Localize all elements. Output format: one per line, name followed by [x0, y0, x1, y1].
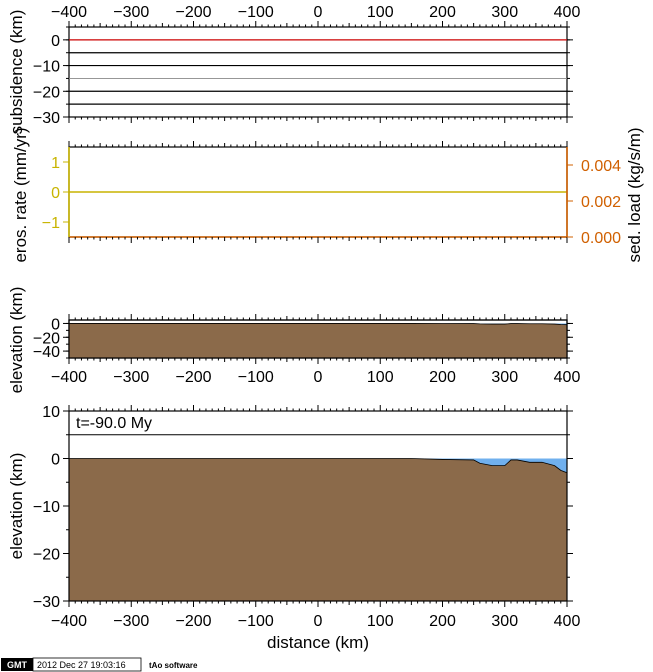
subsidence-xtick-label: 300	[491, 4, 518, 21]
elevation-main-panel: −400 −300 −200 −100 0 100 200 300 400100−10−20−3…	[7, 404, 580, 652]
gmt-timestamp: GMT 2012 Dec 27 19:03:16 tAo software	[1, 657, 198, 672]
erosion-ytick-label: −1	[42, 215, 60, 232]
elevation-small-xtick-label: −300	[113, 369, 149, 386]
subsidence-panel: −400 −300 −200 −100 0 100 200 300 4000−10−20−30 …	[7, 4, 580, 134]
time-annotation: t=-90.0 My	[76, 415, 152, 432]
elevation-small-xtick-label: 0	[314, 369, 323, 386]
elevation-main-ytick-label: −10	[33, 499, 60, 516]
elevation-small-xtick-label: 200	[429, 369, 456, 386]
software-credit: tAo software	[149, 661, 198, 670]
elevation-main-xtick-label: 400	[554, 613, 581, 630]
subsidence-xtick-label: 0	[314, 4, 323, 21]
gmt-logo-box	[1, 658, 33, 671]
elevation-main-ytick-label: 0	[51, 452, 60, 469]
subsidence-ytick-label: −20	[33, 84, 60, 101]
elevation-main-ytick-label: −30	[33, 594, 60, 611]
elevation-main-xtick-label: 0	[314, 613, 323, 630]
elevation-small-surface-line	[69, 323, 568, 326]
erosion-panel: 1 0 −1 0.004 0.002 0.000 eros. rate (mm/yr) s…	[11, 127, 644, 262]
erosion-ytick-label: 0	[51, 185, 60, 202]
sediment-ytick-label: 0.004	[581, 158, 621, 175]
subsidence-xtick-label: −100	[238, 4, 274, 21]
elevation-small-xtick-label: 400	[554, 369, 581, 386]
subsidence-plot-frame	[68, 26, 568, 118]
elevation-main-xtick-label: 200	[429, 613, 456, 630]
subsidence-xtick-label: 400	[554, 4, 581, 21]
erosion-rate-ylabel: eros. rate (mm/yr)	[11, 127, 30, 262]
elevation-small-ylabel: elevation (km)	[7, 287, 26, 394]
elevation-main-surface-line	[69, 458, 568, 474]
sediment-ytick-label: 0.000	[581, 230, 621, 247]
subsidence-xtick-label: −400	[51, 4, 87, 21]
elevation-small-xtick-label: −200	[175, 369, 211, 386]
elevation-main-sediment-area	[69, 458, 567, 601]
sediment-ytick-label: 0.002	[581, 194, 621, 211]
sediment-load-ylabel: sed. load (kg/s/m)	[625, 127, 644, 262]
elevation-main-xtick-label: 300	[491, 613, 518, 630]
timestamp-text: 2012 Dec 27 19:03:16	[37, 660, 126, 670]
subsidence-ytick-label: −10	[33, 59, 60, 76]
elevation-small-sediment-area	[69, 323, 567, 358]
elevation-main-ylabel: elevation (km)	[7, 453, 26, 560]
distance-xlabel: distance (km)	[267, 633, 369, 652]
elevation-main-xtick-label: −400	[51, 613, 87, 630]
subsidence-ytick-label: −30	[33, 110, 60, 127]
elevation-small-xtick-label: 100	[367, 369, 394, 386]
subsidence-ytick-label: 0	[51, 33, 60, 50]
subsidence-xtick-label: −200	[175, 4, 211, 21]
elevation-small-ytick-label: −40	[33, 344, 60, 361]
elevation-main-ytick-label: 10	[42, 404, 60, 421]
timestamp-box	[32, 657, 142, 672]
elevation-small-ytick-label: −20	[33, 330, 60, 347]
elevation-main-xtick-label: −100	[238, 613, 274, 630]
elevation-small-xtick-label: −400	[51, 369, 87, 386]
subsidence-xtick-label: 100	[367, 4, 394, 21]
subsidence-xtick-label: 200	[429, 4, 456, 21]
elevation-main-xtick-label: −200	[175, 613, 211, 630]
erosion-ytick-label: 1	[51, 155, 60, 172]
elevation-small-xtick-label: −100	[238, 369, 274, 386]
gmt-logo: GMT	[7, 660, 27, 670]
elevation-main-ytick-label: −20	[33, 547, 60, 564]
elevation-small-xtick-label: 300	[491, 369, 518, 386]
subsidence-ylabel: subsidence (km)	[7, 10, 26, 135]
subsidence-xtick-label: −300	[113, 4, 149, 21]
elevation-main-xtick-label: 100	[367, 613, 394, 630]
elevation-small-ytick-label: 0	[51, 316, 60, 333]
elevation-main-xtick-label: −300	[113, 613, 149, 630]
